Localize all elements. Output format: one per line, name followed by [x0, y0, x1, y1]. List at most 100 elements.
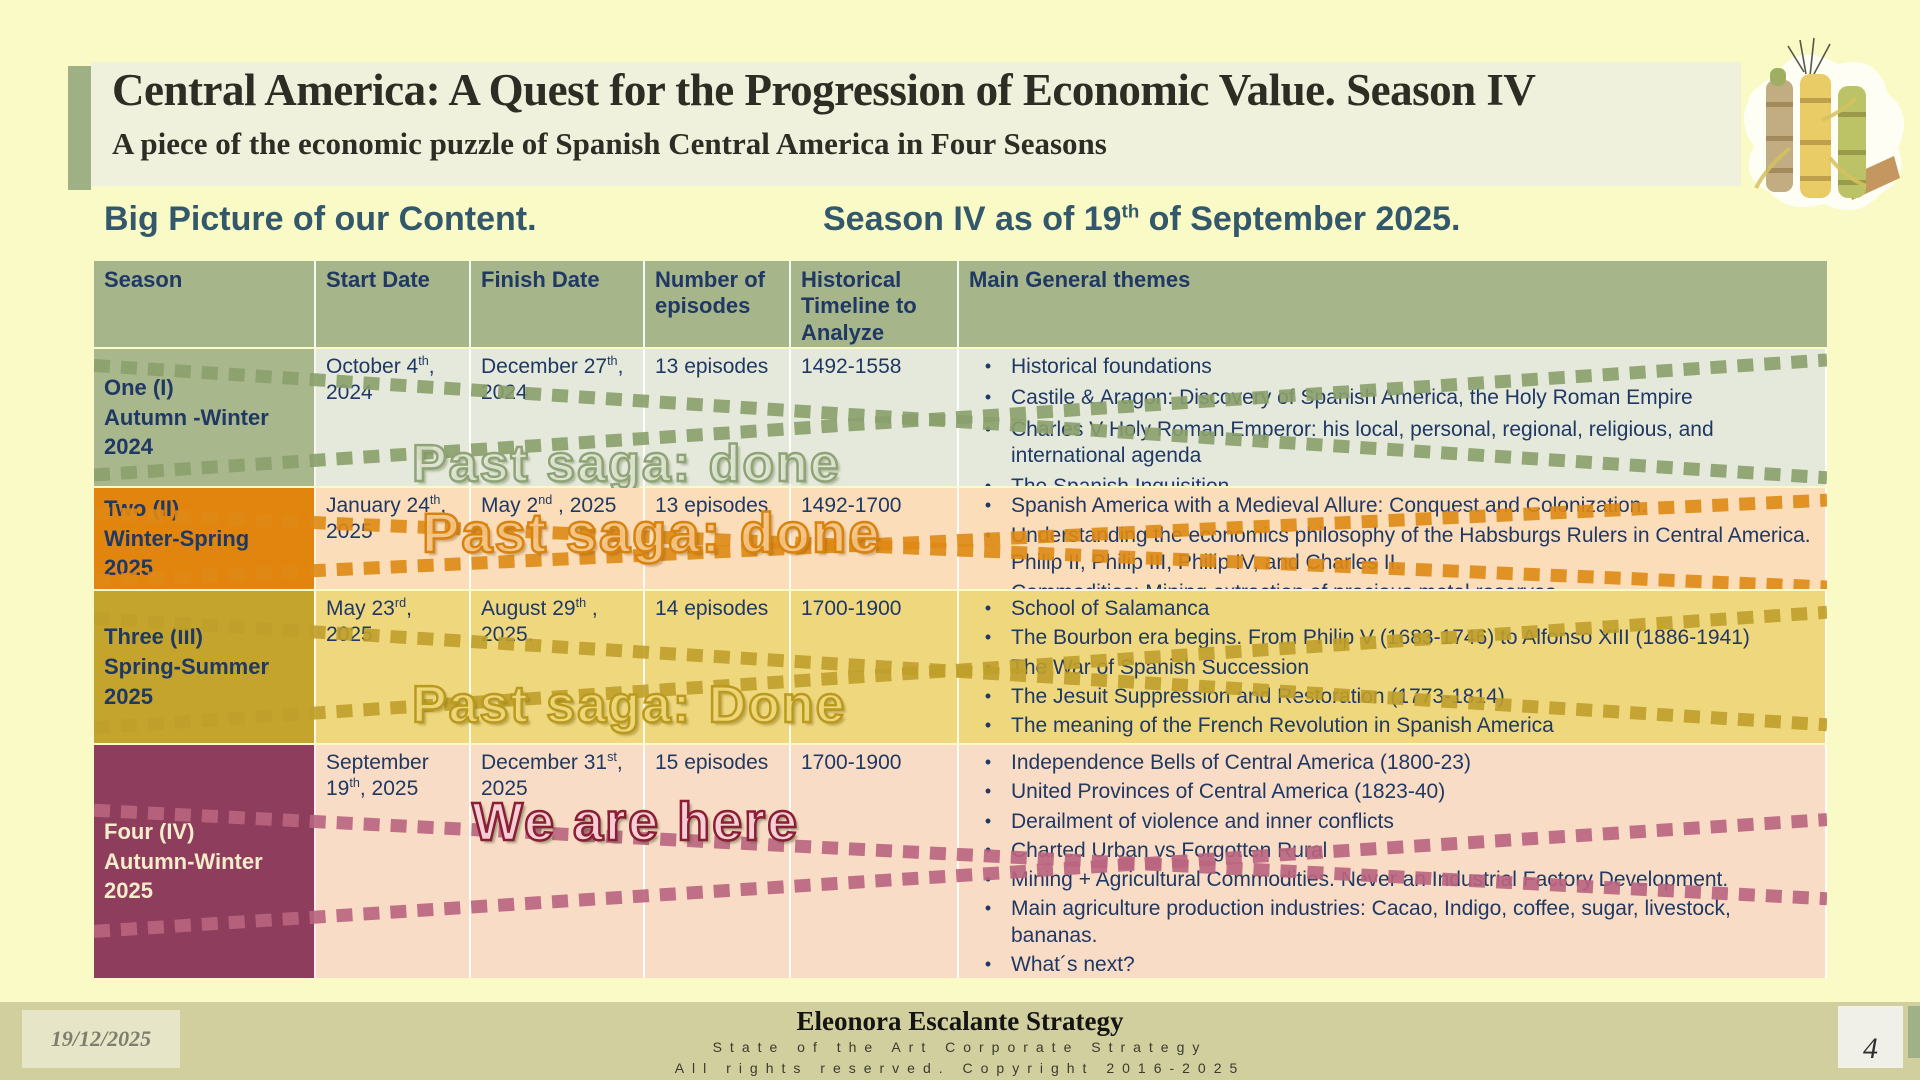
bullet-icon: • [984, 869, 992, 889]
theme-item: • United Provinces of Central America (18… [965, 779, 1817, 805]
ordinal-suffix: nd [538, 493, 553, 507]
start-date-cell: May 23rd, 2025 [316, 591, 471, 743]
table-row-season-three: Three (III) Spring-Summer 2025 May 23rd,… [94, 591, 1827, 743]
theme-item: • Mining + Agricultural Commodities. Neve… [965, 867, 1817, 893]
brand-tagline: State of the Art Corporate Strategy [712, 1038, 1208, 1055]
bullet-icon: • [984, 356, 992, 376]
start-date-cell: October 4th, 2024 [316, 349, 471, 486]
bullet-icon: • [984, 898, 992, 919]
bullet-icon: • [984, 685, 992, 706]
theme-item: • School of Salamanca [965, 596, 1817, 622]
theme-item: • The Jesuit Suppression and Restoration … [965, 684, 1817, 710]
finish-date-cell: December 31st, 2025 [471, 745, 645, 978]
theme-item: • Understanding the economics philosophy … [965, 523, 1817, 576]
bullet-icon: • [984, 656, 992, 677]
table-row-season-two: Two (II) Winter-Spring 2025 January 24th… [94, 488, 1827, 589]
seasons-table: Season Start Date Finish Date Number of … [94, 261, 1827, 980]
table-row-season-four: Four (IV) Autumn-Winter 2025 September 1… [94, 745, 1827, 978]
theme-item: •The Why of Napoleon Bonaparte [965, 742, 1817, 743]
theme-item: • What´s next? [965, 952, 1817, 978]
bullet-icon: • [984, 810, 992, 831]
finish-date-cell: August 29th , 2025. [471, 591, 645, 743]
bullet-icon: • [984, 839, 992, 860]
header-timeline: Historical Timeline to Analyze [791, 261, 959, 347]
bullet-icon: • [965, 580, 1011, 589]
header-season: Season [94, 261, 316, 347]
ordinal-suffix: th [607, 354, 618, 368]
leaf-strokes [1754, 96, 1867, 189]
bullet-icon: • [984, 715, 992, 735]
header-themes: Main General themes [959, 261, 1827, 347]
ordinal-suffix: th [418, 354, 429, 368]
bullet-icon: • [984, 752, 992, 772]
copyright-text: All rights reserved. Copyright 2016-2025 [674, 1059, 1246, 1076]
ordinal-suffix: rd [394, 596, 407, 610]
season-label: Three (III) Spring-Summer 2025 [94, 591, 316, 743]
timeline-cell: 1492-1558 [791, 349, 959, 486]
theme-item: • The meaning of the French Revolution in… [965, 713, 1817, 739]
bullet-icon: • [984, 627, 992, 648]
themes-list: • School of Salamanca • The Bourbon era beg… [965, 596, 1817, 743]
episodes-cell: 13 episodes [645, 349, 791, 486]
stalk-middle [1800, 74, 1831, 198]
slide-subtitle: A piece of the economic puzzle of Spanis… [112, 126, 1107, 161]
page-number-box: 4 [1838, 1006, 1903, 1068]
bullet-icon: • [984, 495, 992, 515]
finish-date-cell: May 2nd , 2025 [471, 488, 645, 589]
timeline-cell: 1700-1900 [791, 745, 959, 978]
stalk-right [1838, 86, 1866, 198]
themes-list: • Historical foundations • Castile & Aragon… [965, 354, 1817, 486]
theme-item: • The War of Spanish Succession [965, 655, 1817, 681]
edge-strip [1908, 1006, 1920, 1058]
ordinal-suffix: th [429, 493, 441, 507]
sugarcane-image [1744, 37, 1905, 211]
slide-date: 19/12/2025 [50, 1026, 152, 1051]
bullet-icon: • [984, 598, 992, 618]
theme-item: • The Bourbon era begins. From Philip V (… [965, 625, 1817, 651]
theme-item: •Commodities: Mining extraction of preci… [965, 580, 1817, 589]
bullet-icon: • [984, 387, 992, 408]
twig-lines [1787, 37, 1831, 77]
table-header-row: Season Start Date Finish Date Number of … [94, 261, 1827, 347]
title-accent-bar [68, 66, 91, 190]
header-start-date: Start Date [316, 261, 471, 347]
footer-center: Eleonora Escalante Strategy State of the… [0, 1006, 1920, 1079]
theme-item: •The Spanish Inquisition [965, 474, 1817, 486]
theme-item: • Independence Bells of Central America (… [965, 750, 1817, 776]
ordinal-suffix: th [1121, 200, 1140, 222]
themes-list: • Spanish America with a Medieval Allure:… [965, 493, 1817, 589]
start-date-cell: January 24th, 2025 [316, 488, 471, 589]
bullet-icon: • [984, 953, 992, 974]
themes-cell: • School of Salamanca • The Bourbon era beg… [959, 591, 1827, 743]
themes-cell: • Spanish America with a Medieval Allure:… [959, 488, 1827, 589]
episodes-cell: 13 episodes [645, 488, 791, 589]
timeline-cell: 1492-1700 [791, 488, 959, 589]
slide-title: Central America: A Quest for the Progres… [112, 65, 1536, 115]
season-label: One (I) Autumn -Winter 2024 [94, 349, 316, 486]
header-finish-date: Finish Date [471, 261, 645, 347]
status-heading-pre: Season IV as of 19 [823, 200, 1122, 238]
season-label: Two (II) Winter-Spring 2025 [94, 488, 316, 589]
theme-item: • Derailment of violence and inner confli… [965, 809, 1817, 835]
theme-item: • Castile & Aragon: Discovery of Spanish … [965, 385, 1817, 411]
brand-name: Eleonora Escalante Strategy [796, 1006, 1124, 1036]
page-number: 4 [1863, 1032, 1878, 1065]
header-episodes: Number of episodes [645, 261, 791, 347]
status-heading: Season IV as of 19th of September 2025. [823, 200, 1460, 239]
bullet-icon: • [984, 476, 992, 486]
date-box: 19/12/2025 [22, 1010, 180, 1068]
theme-item: • Historical foundations [965, 354, 1817, 380]
table-row-season-one: One (I) Autumn -Winter 2024 October 4th,… [94, 349, 1827, 494]
themes-cell: • Historical foundations • Castile & Aragon… [959, 349, 1827, 486]
theme-item: • Main agriculture production industries:… [965, 896, 1817, 949]
theme-item: • Spanish America with a Medieval Allure:… [965, 493, 1817, 519]
themes-cell: • Independence Bells of Central America (… [959, 745, 1827, 978]
themes-list: • Independence Bells of Central America (… [965, 750, 1817, 978]
ordinal-suffix: th [349, 776, 360, 791]
ordinal-suffix: th [575, 596, 587, 610]
section-heading: Big Picture of our Content. [104, 200, 537, 238]
bullet-icon: • [965, 742, 1011, 743]
theme-item: • Charted Urban vs Forgotten Rural [965, 838, 1817, 864]
bullet-icon: • [984, 418, 992, 439]
